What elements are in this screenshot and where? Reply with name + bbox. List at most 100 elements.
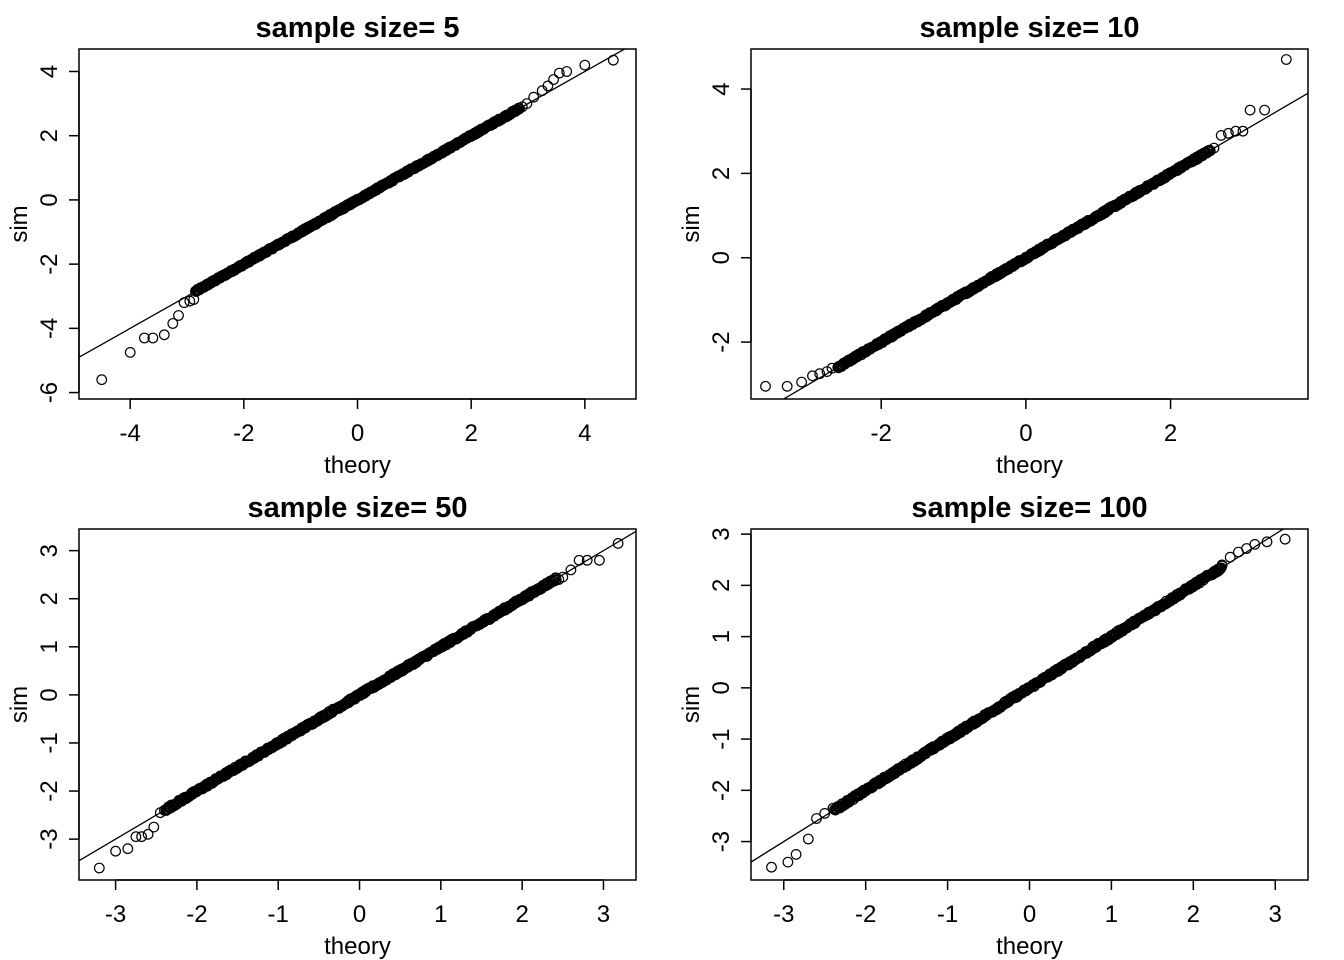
sample-point <box>167 318 179 329</box>
sample-point <box>1222 127 1234 139</box>
x-axis-label: theory <box>996 933 1063 960</box>
x-axis-label: theory <box>324 933 391 960</box>
y-tick-label: -2 <box>708 331 735 352</box>
sample-point <box>1280 54 1292 65</box>
x-tick-label: 0 <box>1019 420 1032 447</box>
y-tick-label: 1 <box>36 640 63 653</box>
sample-point <box>1261 536 1273 548</box>
y-tick-label: 2 <box>36 592 63 605</box>
x-tick-label: 2 <box>464 420 477 447</box>
x-tick-label: -3 <box>773 901 794 928</box>
chart-title: sample size= 50 <box>247 492 467 524</box>
sample-point <box>547 574 558 586</box>
sample-point <box>607 54 619 66</box>
y-tick-label: 1 <box>708 630 735 643</box>
x-tick-label: 0 <box>353 901 366 928</box>
y-axis-label: sim <box>6 686 33 723</box>
sample-point <box>796 376 807 388</box>
sample-point <box>1259 104 1270 116</box>
sample-point <box>557 571 569 583</box>
sample-point <box>1237 125 1249 137</box>
chart-title: sample size= 100 <box>911 492 1147 524</box>
x-tick-label: -4 <box>119 420 140 447</box>
sample-point <box>581 554 593 566</box>
sample-point <box>1224 551 1236 563</box>
sample-point <box>138 332 150 344</box>
y-axis-label: sim <box>678 686 705 723</box>
x-tick-label: -1 <box>937 901 958 928</box>
qq-reference-line <box>751 529 1285 863</box>
sample-point <box>158 804 170 816</box>
sample-point <box>542 80 554 92</box>
x-tick-label: 2 <box>1187 901 1200 928</box>
y-axis-label: sim <box>6 205 33 242</box>
x-tick-label: -3 <box>105 901 126 928</box>
y-tick-label: -1 <box>708 728 735 749</box>
y-tick-label: -3 <box>36 828 63 849</box>
sample-point <box>802 833 814 845</box>
panel-sample-size-10: sample size= 10 theory sim -2 0 2 -2 0 2 4 <box>678 12 1309 479</box>
y-axis-label: sim <box>678 205 705 242</box>
x-tick-label: 0 <box>1023 901 1036 928</box>
x-tick-label: -2 <box>871 420 892 447</box>
sample-point <box>148 821 160 833</box>
sample-point <box>110 845 121 857</box>
sample-point <box>579 59 591 71</box>
sample-point <box>1249 539 1261 550</box>
y-tick-label: 4 <box>708 82 735 95</box>
y-tick-label: 4 <box>36 65 63 78</box>
sample-point <box>827 802 839 814</box>
sample-point <box>1215 129 1227 141</box>
y-tick-label: 2 <box>36 129 63 142</box>
sample-point <box>1230 125 1242 137</box>
x-tick-label: 4 <box>578 420 591 447</box>
y-tick-label: 0 <box>708 251 735 264</box>
sample-point <box>158 329 170 341</box>
plot-frame <box>750 48 1309 400</box>
sample-point <box>173 310 184 321</box>
x-tick-label: -2 <box>855 901 876 928</box>
sample-point <box>178 297 190 309</box>
panel-sample-size-100: sample size= 100 theory sim -3 -2 -1 0 1 2 3 -3… <box>678 492 1309 960</box>
x-tick-label: 1 <box>1105 901 1118 928</box>
sample-point <box>549 573 561 585</box>
panel-sample-size-5: sample size= 5 theory sim -4 -2 0 2 4 -6 -4 -2 0… <box>6 12 637 479</box>
x-axis-label: theory <box>324 452 391 479</box>
sample-point <box>188 294 200 305</box>
y-tick-label: 0 <box>36 193 63 206</box>
sample-point <box>594 554 605 566</box>
sample-point <box>528 91 540 103</box>
sample-point <box>561 66 573 77</box>
x-tick-label: 1 <box>434 901 447 928</box>
sample-point <box>142 828 154 840</box>
y-tick-label: -1 <box>36 732 63 753</box>
y-tick-label: -2 <box>36 780 63 801</box>
x-tick-label: 3 <box>1269 901 1282 928</box>
y-tick-label: 0 <box>708 681 735 694</box>
sample-point <box>1208 142 1220 154</box>
sample-point <box>819 808 831 819</box>
x-tick-label: 2 <box>515 901 528 928</box>
y-tick-label: 2 <box>708 579 735 592</box>
sample-point <box>766 861 777 873</box>
sample-point <box>514 103 525 115</box>
sample-point <box>760 380 771 392</box>
x-axis-label: theory <box>996 452 1063 479</box>
y-tick-label: 0 <box>36 688 63 701</box>
sample-point <box>565 564 577 576</box>
chart-title: sample size= 10 <box>919 12 1139 44</box>
sample-point <box>826 362 838 374</box>
y-tick-label: 3 <box>36 544 63 557</box>
plot-frame <box>750 528 1309 881</box>
y-tick-label: 2 <box>708 167 735 180</box>
y-tick-label: 3 <box>708 527 735 540</box>
sample-point <box>1244 104 1256 116</box>
y-tick-label: -6 <box>36 382 63 403</box>
sample-point <box>781 380 793 392</box>
sample-point <box>573 554 585 566</box>
sample-point <box>782 856 794 868</box>
sample-point <box>811 813 822 824</box>
sample-point <box>553 67 565 79</box>
sample-point <box>96 374 108 386</box>
